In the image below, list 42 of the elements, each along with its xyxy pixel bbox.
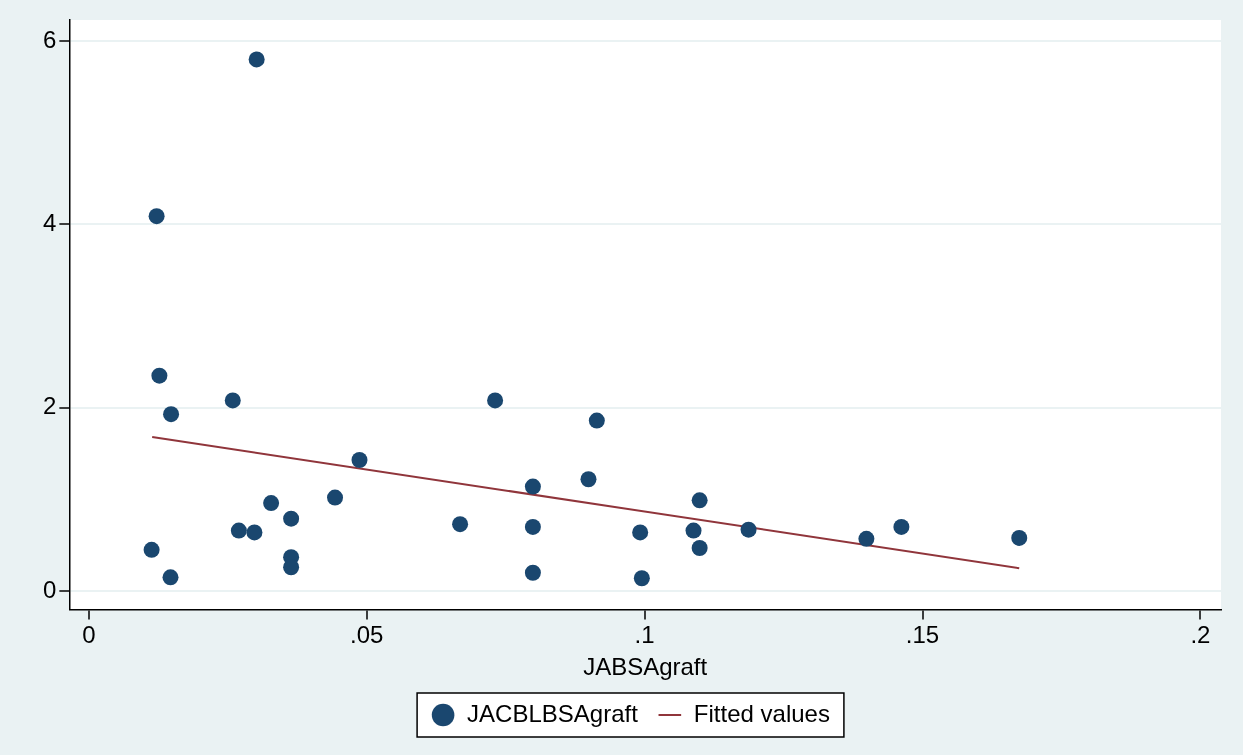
point [452, 516, 469, 533]
point [893, 518, 910, 535]
point [283, 510, 300, 527]
point [1011, 529, 1028, 546]
x-tick-label: .1 [634, 621, 655, 649]
point [163, 406, 180, 423]
point [580, 471, 597, 488]
y-tick-label: 4 [42, 209, 57, 237]
point [351, 451, 368, 468]
y-tick-label: 2 [42, 392, 57, 420]
point [691, 539, 708, 556]
point [633, 570, 650, 587]
legend-label: JACBLBSAgraft [467, 699, 639, 727]
point [248, 51, 265, 68]
point [691, 492, 708, 509]
point [224, 392, 241, 409]
point [148, 208, 165, 225]
y-tick-label: 6 [42, 25, 57, 53]
point [632, 524, 649, 541]
point [263, 495, 280, 512]
point [162, 569, 179, 586]
point [283, 559, 300, 576]
point [740, 521, 757, 538]
x-axis-title: JABSAgraft [583, 653, 708, 681]
point [327, 489, 344, 506]
legend-label: Fitted values [693, 699, 830, 727]
x-tick-label: .2 [1190, 621, 1211, 649]
y-tick-label: 0 [42, 575, 57, 603]
point [524, 478, 541, 495]
point [151, 367, 168, 384]
x-tick-label: .15 [905, 621, 940, 649]
point [588, 412, 605, 429]
point [230, 522, 247, 539]
point [487, 392, 504, 409]
point [524, 518, 541, 535]
point [143, 541, 160, 558]
x-tick-label: .05 [350, 621, 384, 649]
point [524, 564, 541, 581]
point [246, 524, 263, 541]
point [685, 522, 702, 539]
point [858, 530, 875, 547]
x-tick-label: 0 [82, 621, 96, 649]
